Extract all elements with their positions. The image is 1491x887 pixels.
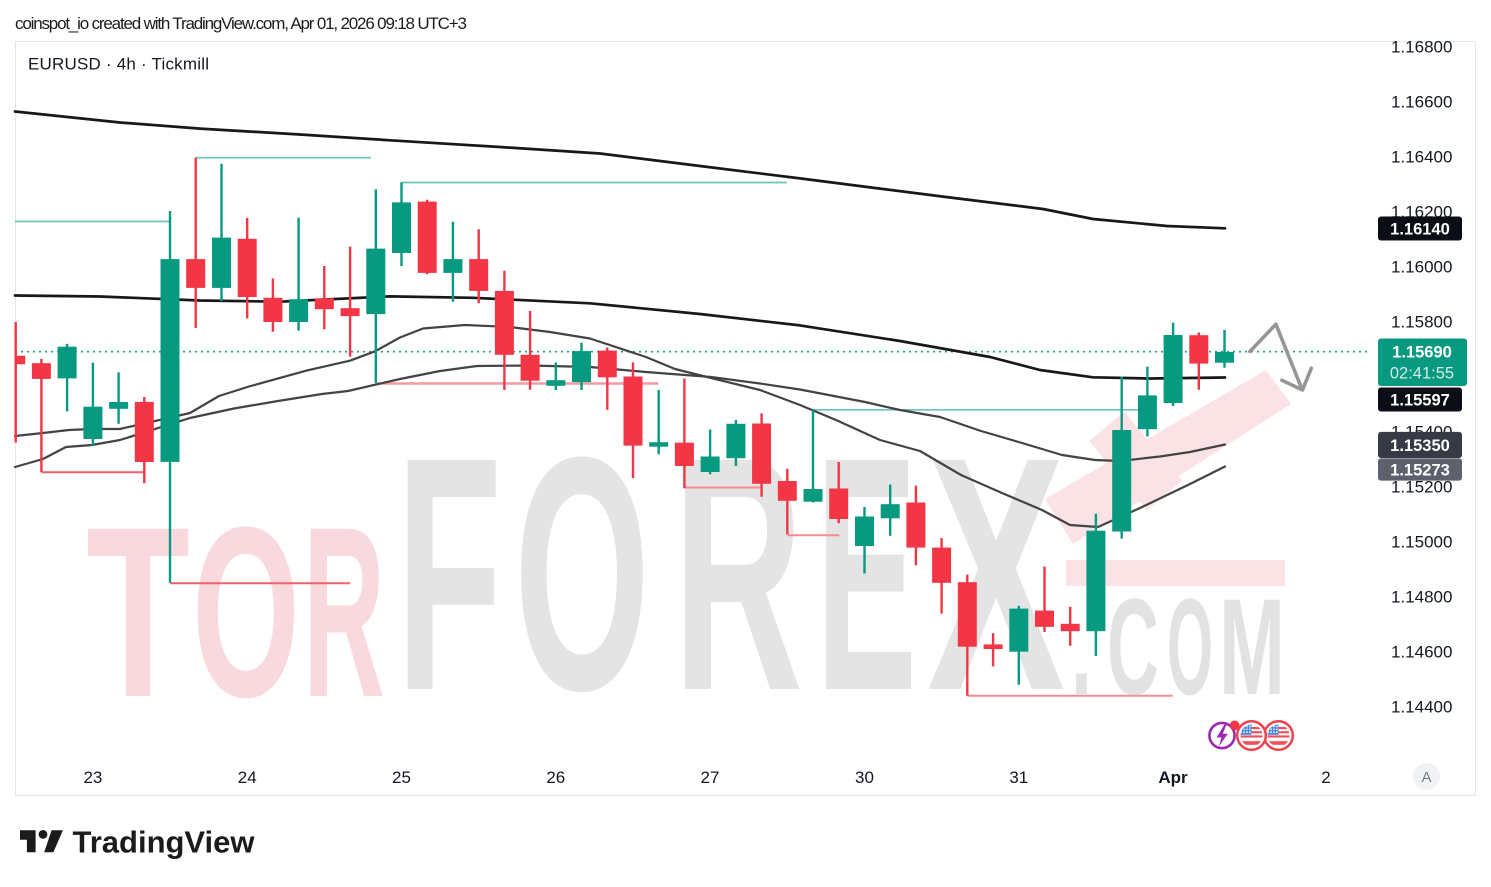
svg-text:M: M	[1219, 571, 1285, 724]
svg-text:T: T	[86, 477, 190, 748]
svg-text:1.15800: 1.15800	[1391, 313, 1452, 332]
svg-text:1.16400: 1.16400	[1391, 148, 1452, 167]
svg-text:1.14800: 1.14800	[1391, 588, 1452, 607]
svg-text:1.15000: 1.15000	[1391, 533, 1452, 552]
svg-text:O: O	[192, 477, 300, 748]
svg-text:23: 23	[83, 768, 102, 787]
svg-text:1.15597: 1.15597	[1390, 392, 1450, 410]
svg-text:TradingView: TradingView	[73, 825, 256, 860]
svg-text:26: 26	[546, 768, 565, 787]
svg-text:1.16800: 1.16800	[1391, 38, 1452, 57]
svg-text:1.16600: 1.16600	[1391, 93, 1452, 112]
svg-text:Apr: Apr	[1158, 768, 1188, 787]
svg-text:25: 25	[392, 768, 411, 787]
svg-text:A: A	[1421, 769, 1431, 786]
svg-text:C: C	[1107, 571, 1159, 724]
svg-text:1.16140: 1.16140	[1390, 221, 1450, 239]
svg-text:1.15200: 1.15200	[1391, 478, 1452, 497]
svg-text:1.15350: 1.15350	[1390, 437, 1450, 455]
svg-text:F: F	[396, 388, 502, 760]
svg-text:R: R	[303, 477, 385, 748]
svg-text:O: O	[514, 388, 650, 760]
svg-text:E: E	[816, 388, 917, 760]
svg-text:31: 31	[1009, 768, 1028, 787]
svg-text:coinspot_io created with Tradi: coinspot_io created with TradingView.com…	[15, 14, 467, 33]
svg-text:1.16000: 1.16000	[1391, 258, 1452, 277]
svg-text:27: 27	[701, 768, 720, 787]
svg-text:EURUSD · 4h · Tickmill: EURUSD · 4h · Tickmill	[28, 55, 209, 74]
svg-text:1.14400: 1.14400	[1391, 698, 1452, 717]
svg-text:30: 30	[855, 768, 874, 787]
svg-text:02:41:55: 02:41:55	[1390, 365, 1454, 383]
svg-text:1.14600: 1.14600	[1391, 643, 1452, 662]
svg-text:2: 2	[1321, 768, 1330, 787]
svg-text:1.15690: 1.15690	[1392, 344, 1452, 362]
svg-text:1.15273: 1.15273	[1390, 462, 1450, 480]
svg-text:O: O	[1167, 571, 1213, 724]
svg-text:24: 24	[238, 768, 257, 787]
